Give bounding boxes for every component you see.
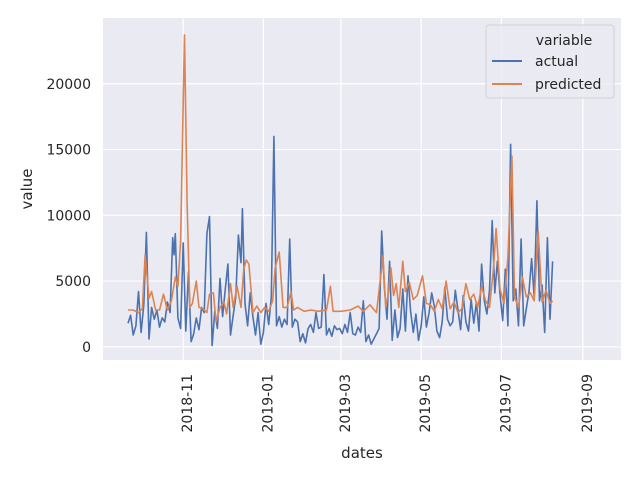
series-line-predicted <box>128 34 554 323</box>
series-layer <box>127 34 554 347</box>
y-tick-label: 5000 <box>55 274 91 290</box>
y-axis-ticks: 0 5000 10000 15000 20000 <box>46 77 91 356</box>
x-tick-label: 2019-07 <box>498 374 514 433</box>
y-axis-label: value <box>18 169 36 210</box>
legend-title: variable <box>536 33 592 49</box>
x-tick-label: 2019-09 <box>580 374 596 433</box>
legend-box <box>485 24 615 99</box>
x-tick-label: 2019-01 <box>260 374 276 433</box>
x-axis-ticks: 2018-11 2019-01 2019-03 2019-05 2019-07 2019-… <box>180 374 596 433</box>
legend-label-actual: actual <box>535 54 578 70</box>
legend-label-predicted: predicted <box>535 77 601 93</box>
y-tick-label: 0 <box>82 340 91 356</box>
y-tick-label: 20000 <box>46 77 91 93</box>
x-tick-label: 2019-03 <box>338 374 354 433</box>
x-tick-label: 2019-05 <box>418 374 434 433</box>
series-line-actual <box>127 135 554 347</box>
y-tick-label: 15000 <box>46 143 91 159</box>
x-axis-label: dates <box>341 444 383 462</box>
legend: variable actual predicted <box>485 24 615 99</box>
x-tick-label: 2018-11 <box>180 374 196 433</box>
y-tick-label: 10000 <box>46 208 91 224</box>
